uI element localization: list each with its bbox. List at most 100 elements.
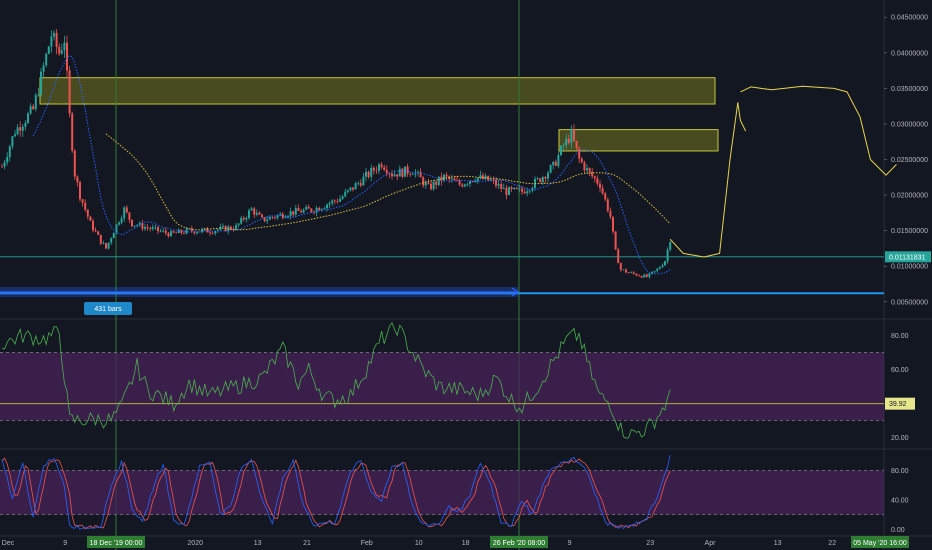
date-tick-label: Feb bbox=[361, 540, 373, 547]
candle-body bbox=[586, 168, 588, 171]
candle-body bbox=[242, 217, 245, 220]
candle-body bbox=[375, 170, 378, 172]
rsi-tick-label: 20.00 bbox=[891, 435, 909, 442]
candle-body bbox=[458, 180, 461, 185]
candle-body bbox=[658, 267, 661, 270]
rsi-panel bbox=[0, 322, 884, 439]
candle-body bbox=[427, 182, 430, 184]
candle-body bbox=[614, 231, 617, 250]
candle-body bbox=[268, 217, 271, 220]
candle-body bbox=[625, 269, 627, 273]
candle-body bbox=[580, 158, 583, 163]
candle-body bbox=[206, 228, 209, 233]
stoch-tick-label: 40.00 bbox=[891, 497, 909, 504]
candle-body bbox=[237, 223, 240, 226]
candle-body bbox=[128, 212, 131, 220]
date-tick-label: 22 bbox=[828, 540, 836, 547]
price-tick-label: 0.04000000 bbox=[891, 50, 928, 57]
candle-body bbox=[294, 208, 297, 215]
candle-body bbox=[552, 161, 555, 166]
candle-body bbox=[536, 178, 539, 180]
candle-body bbox=[575, 140, 578, 149]
candle-body bbox=[144, 227, 146, 229]
candle-body bbox=[430, 183, 432, 190]
candle-body bbox=[81, 199, 84, 203]
candle-body bbox=[177, 229, 180, 234]
date-tick-label: 21 bbox=[303, 540, 311, 547]
candle-body bbox=[419, 171, 422, 178]
candle-body bbox=[549, 165, 552, 173]
candle-body bbox=[315, 207, 318, 213]
candle-body bbox=[164, 230, 167, 234]
candle-body bbox=[578, 148, 581, 159]
candle-body bbox=[107, 242, 110, 249]
price-tick-label: 0.00500000 bbox=[891, 299, 928, 306]
candle-body bbox=[37, 94, 40, 96]
candle-body bbox=[560, 145, 562, 156]
candle-body bbox=[333, 200, 336, 202]
candle-body bbox=[79, 182, 81, 200]
candle-body bbox=[456, 180, 458, 182]
candle-body bbox=[372, 167, 375, 171]
candle-body bbox=[146, 227, 149, 229]
candle-body bbox=[513, 187, 516, 190]
candle-body bbox=[474, 181, 477, 182]
date-highlight-label: 05 May '20 16:00 bbox=[853, 540, 907, 547]
candle-body bbox=[645, 274, 648, 277]
candle-body bbox=[14, 134, 16, 137]
candle-body bbox=[151, 227, 154, 230]
candle-body bbox=[318, 207, 321, 211]
candle-body bbox=[409, 173, 412, 175]
candle-body bbox=[521, 188, 523, 192]
candle-body bbox=[424, 182, 427, 186]
candle-body bbox=[378, 164, 380, 171]
candle-body bbox=[437, 176, 440, 185]
candle-body bbox=[320, 208, 323, 211]
last-price-label: 0.01131831 bbox=[889, 254, 926, 261]
candle-body bbox=[471, 181, 474, 182]
candle-body bbox=[71, 113, 74, 151]
candle-body bbox=[214, 230, 217, 234]
moving-averages bbox=[32, 54, 671, 275]
date-highlight-tag bbox=[490, 536, 548, 548]
candle-body bbox=[666, 249, 669, 262]
rsi-value-label: 39.92 bbox=[889, 401, 907, 408]
candle-body bbox=[391, 173, 393, 177]
measure-label: 431 bars bbox=[94, 306, 122, 313]
date-tick-label: 18 bbox=[462, 540, 470, 547]
candle-body bbox=[34, 95, 37, 110]
date-tick-label: 13 bbox=[774, 540, 782, 547]
candle-body bbox=[359, 183, 362, 186]
candle-body bbox=[258, 212, 261, 215]
candle-body bbox=[411, 174, 414, 176]
date-tick-label: 9 bbox=[63, 540, 67, 547]
candle-body bbox=[84, 202, 87, 210]
candle-body bbox=[274, 217, 276, 219]
candle-body bbox=[331, 200, 334, 204]
candle-body bbox=[385, 169, 388, 174]
candle-body bbox=[300, 210, 302, 213]
candle-body bbox=[154, 226, 157, 228]
ma-slow-line bbox=[105, 133, 671, 231]
vertical-marker-lines[interactable]: 431 bars bbox=[0, 0, 884, 550]
candle-body bbox=[396, 174, 399, 177]
candle-body bbox=[510, 187, 513, 190]
candle-body bbox=[469, 181, 471, 184]
candle-body bbox=[310, 208, 313, 212]
candle-body bbox=[157, 226, 159, 232]
candle-body bbox=[482, 175, 484, 180]
candle-body bbox=[255, 212, 258, 215]
candle-body bbox=[401, 168, 404, 177]
candle-body bbox=[466, 183, 469, 185]
candle-body bbox=[341, 196, 344, 199]
price-tick-label: 0.03500000 bbox=[891, 86, 928, 93]
candle-body bbox=[362, 176, 365, 186]
date-highlight-tag bbox=[87, 536, 145, 548]
candle-body bbox=[66, 42, 68, 71]
candle-body bbox=[557, 155, 560, 166]
candle-body bbox=[627, 272, 630, 274]
candle-body bbox=[276, 215, 279, 218]
candle-body bbox=[19, 127, 22, 131]
projection-drawing[interactable] bbox=[669, 85, 897, 258]
